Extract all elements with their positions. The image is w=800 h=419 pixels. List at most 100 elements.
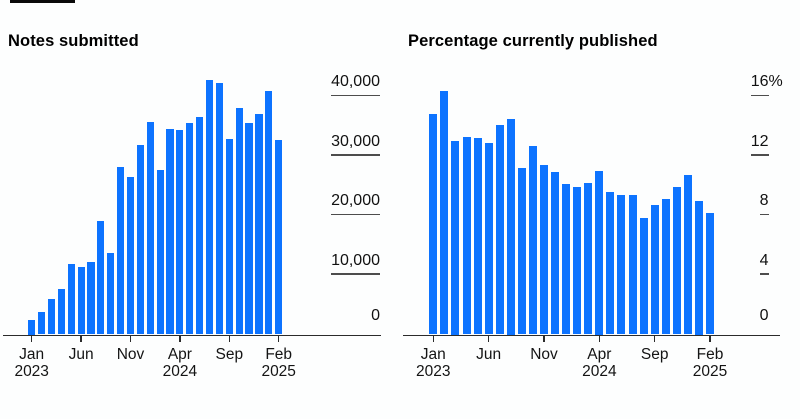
- x-tick-label-line: 2024: [582, 363, 617, 380]
- x-tick-mark: [598, 336, 601, 342]
- x-tick-label-line: Jan: [420, 346, 446, 363]
- y-tick-label: 40,000: [331, 73, 380, 91]
- y-tick-label: 4: [759, 251, 769, 269]
- x-tick-label-jan-2023: Jan 2023: [14, 346, 48, 380]
- y-tick-label-0: 0: [371, 307, 380, 324]
- bar-jan-2023: [429, 114, 438, 335]
- bar-jun-2023: [77, 267, 85, 335]
- bar-mar-2024: [584, 182, 593, 335]
- x-tick-label-apr-2024: Apr 2024: [163, 346, 197, 380]
- bar-sep-2024: [650, 205, 659, 335]
- bar-nov-2023: [540, 164, 548, 335]
- x-tick-mark: [30, 336, 33, 342]
- x-tick-label-line: 2023: [416, 363, 451, 380]
- bar-feb-2024: [156, 169, 164, 335]
- y-tick-10000: 10,000: [331, 251, 380, 275]
- bar-nov-2024: [245, 123, 253, 335]
- y-tick-label: 10,000: [331, 251, 380, 269]
- y-tick-label: 8: [759, 192, 769, 210]
- y-tick-label: 12: [750, 132, 769, 150]
- bar-may-2023: [473, 138, 482, 335]
- bar-oct-2023: [117, 167, 125, 335]
- bar-jan-2025: [694, 200, 703, 335]
- bar-mar-2024: [166, 128, 174, 335]
- x-tick-label-line: Nov: [530, 346, 558, 363]
- x-tick-mark: [80, 336, 82, 342]
- bar-oct-2024: [661, 199, 670, 335]
- bar-apr-2024: [176, 130, 184, 335]
- x-tick-label-jan-2023: Jan 2023: [416, 346, 450, 380]
- y-tick-line: [750, 154, 769, 156]
- y-tick-16: 16%: [750, 74, 783, 97]
- x-tick-label-line: Feb: [696, 346, 724, 363]
- x-tick-label-sep: Sep: [641, 346, 669, 363]
- x-tick-label-line: Apr: [167, 346, 192, 363]
- bar-jun-2024: [617, 194, 626, 335]
- y-tick-label: 20,000: [331, 192, 380, 210]
- x-tick-label-feb-2025: Feb 2025: [261, 346, 295, 380]
- crop-artifact-bar: [10, 0, 75, 3]
- bar-apr-2023: [462, 136, 471, 335]
- bar-oct-2024: [235, 108, 243, 335]
- x-tick-label-feb-2025: Feb 2025: [693, 346, 727, 380]
- bar-feb-2025: [275, 139, 283, 335]
- x-tick-label-jun: Jun: [476, 346, 501, 363]
- x-tick-label-line: 2024: [162, 363, 198, 380]
- x-axis-line: [402, 334, 780, 336]
- bar-dec-2024: [683, 175, 692, 335]
- x-tick-label-line: Sep: [640, 346, 669, 363]
- x-tick-label-line: Sep: [215, 346, 244, 363]
- bar-may-2023: [67, 264, 75, 335]
- y-tick-line: [759, 213, 769, 216]
- x-tick-label-line: 2025: [692, 363, 728, 380]
- y-tick-line: [331, 94, 380, 97]
- bar-aug-2024: [639, 218, 648, 335]
- x-tick-mark: [487, 336, 490, 342]
- bar-mar-2023: [451, 141, 460, 335]
- bar-aug-2023: [97, 220, 105, 335]
- bar-nov-2023: [126, 177, 135, 335]
- x-tick-mark: [129, 336, 132, 342]
- x-tick-label-apr-2024: Apr 2024: [582, 346, 616, 380]
- x-tick-label-line: Nov: [116, 346, 145, 363]
- bar-feb-2023: [37, 312, 46, 335]
- y-tick-label: 30,000: [331, 132, 380, 150]
- bar-aug-2024: [215, 82, 223, 335]
- x-tick-mark: [543, 336, 545, 342]
- bar-apr-2024: [595, 170, 604, 335]
- x-tick-label-line: 2023: [14, 363, 49, 380]
- y-tick-line: [750, 94, 769, 97]
- y-tick-line: [331, 273, 380, 275]
- bar-nov-2024: [672, 187, 681, 335]
- x-tick-label-nov: Nov: [530, 346, 558, 363]
- bar-jan-2025: [265, 91, 273, 335]
- x-tick-label-sep: Sep: [216, 346, 244, 363]
- y-tick-30000: 30,000: [331, 132, 380, 156]
- y-tick-line: [331, 213, 380, 216]
- x-tick-label-line: Jun: [476, 346, 502, 363]
- bar-jul-2023: [87, 261, 95, 335]
- x-axis-line: [3, 334, 381, 336]
- y-tick-12: 12: [750, 132, 769, 156]
- x-tick-mark: [653, 336, 656, 342]
- y-tick-40000: 40,000: [331, 73, 380, 97]
- bar-dec-2024: [255, 114, 263, 335]
- bar-jun-2023: [484, 142, 493, 335]
- bar-feb-2023: [440, 90, 449, 335]
- percent-sign: %: [768, 73, 783, 91]
- bar-jul-2024: [205, 80, 214, 335]
- bar-mar-2023: [47, 299, 56, 335]
- x-tick-mark: [228, 336, 231, 342]
- bar-jan-2023: [28, 319, 36, 335]
- bar-feb-2024: [573, 187, 582, 335]
- bar-jul-2023: [495, 124, 504, 335]
- bar-jan-2024: [562, 184, 571, 335]
- x-tick-mark: [277, 336, 280, 342]
- y-tick-20000: 20,000: [331, 192, 380, 216]
- bar-sep-2023: [107, 252, 115, 335]
- x-tick-label-line: 2025: [261, 363, 296, 380]
